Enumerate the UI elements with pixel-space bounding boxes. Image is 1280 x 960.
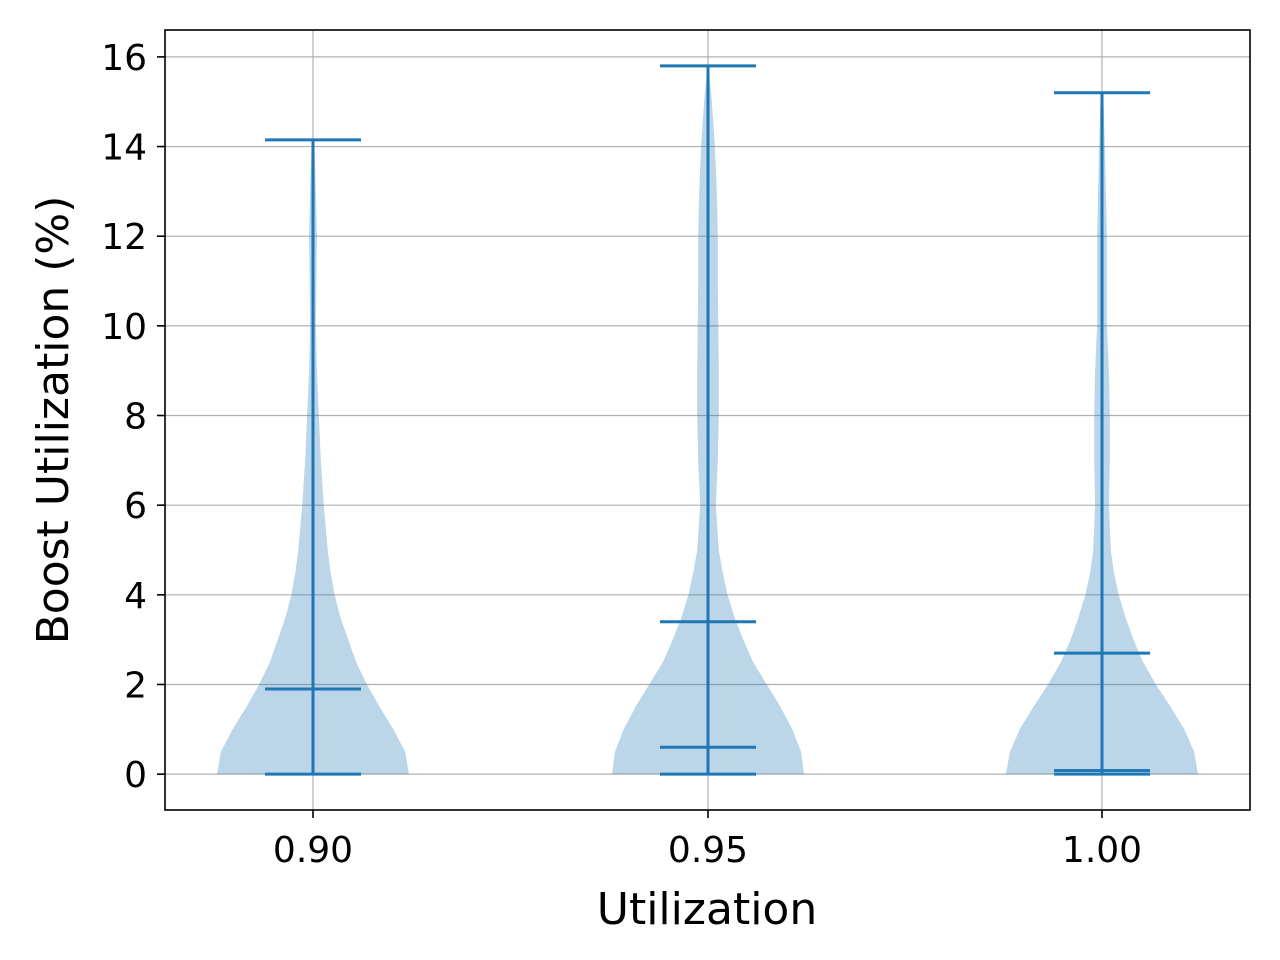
violin-0.95 <box>612 64 804 776</box>
y-axis-label: Boost Utilization (%) <box>28 196 79 645</box>
x-tick-label: 0.90 <box>273 830 353 871</box>
y-tick-label: 0 <box>124 755 147 796</box>
y-tick-label: 10 <box>101 307 147 348</box>
y-tick-label: 14 <box>101 128 147 169</box>
violin-0.90 <box>217 138 409 776</box>
x-tick-label: 1.00 <box>1062 830 1142 871</box>
y-tick-label: 4 <box>124 576 147 617</box>
tick-layer: 0 2 4 6 8 10 12 14 16 0.90 0.95 1.00 <box>101 38 1142 871</box>
y-tick-label: 2 <box>124 665 147 706</box>
y-tick-label: 12 <box>101 217 147 258</box>
y-tick-label: 8 <box>124 397 147 438</box>
x-axis-label: Utilization <box>597 884 817 935</box>
y-tick-label: 6 <box>124 486 147 527</box>
violin-1.00 <box>1006 91 1198 776</box>
violin-layer <box>217 64 1198 776</box>
y-tick-label: 16 <box>101 38 147 79</box>
x-tick-label: 0.95 <box>668 830 748 871</box>
